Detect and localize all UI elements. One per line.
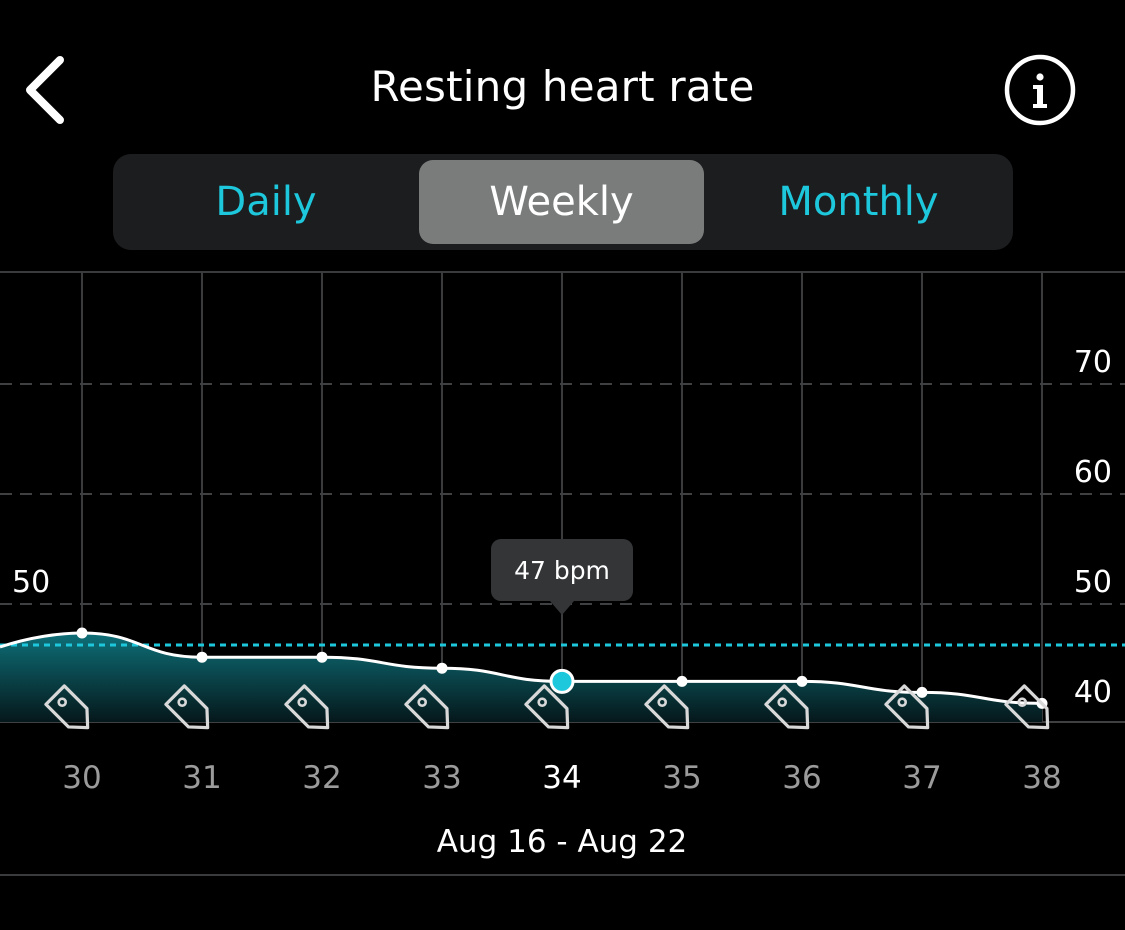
x-tick-label: 35 — [662, 760, 701, 796]
x-tick-label: 38 — [1022, 760, 1061, 796]
left-value-label: 50 — [12, 565, 50, 600]
data-point[interactable] — [316, 651, 328, 663]
tag-icon[interactable] — [284, 684, 337, 737]
tab-daily[interactable]: Daily — [215, 179, 317, 225]
series-line — [0, 631, 1043, 705]
tag-icon[interactable] — [764, 684, 817, 737]
period-segmented-control: Daily Weekly Monthly — [113, 154, 1013, 250]
tag-icon[interactable] — [164, 684, 217, 737]
tag-icon[interactable] — [44, 684, 97, 737]
data-point[interactable] — [676, 675, 688, 687]
tag-icon[interactable] — [1004, 684, 1057, 737]
x-tick-label: 37 — [902, 760, 941, 796]
back-button[interactable] — [20, 52, 80, 128]
tooltip: 47 bpm — [491, 539, 633, 615]
x-tick-label: 32 — [302, 760, 341, 796]
y-tick-label: 50 — [1074, 565, 1112, 600]
selected-data-point[interactable] — [549, 668, 575, 694]
info-button[interactable] — [1003, 53, 1077, 127]
x-tick-label: 31 — [182, 760, 221, 796]
tooltip-text: 47 bpm — [514, 556, 610, 585]
x-tick-label: 30 — [62, 760, 101, 796]
data-point[interactable] — [196, 651, 208, 663]
x-tick-label: 34 — [542, 760, 581, 796]
chevron-left-icon — [26, 56, 64, 124]
tag-icon[interactable] — [404, 684, 457, 737]
info-circle-icon — [1004, 54, 1076, 126]
tag-icon[interactable] — [644, 684, 697, 737]
x-tick-label: 33 — [422, 760, 461, 796]
data-point[interactable] — [796, 675, 808, 687]
tag-icon[interactable] — [884, 684, 937, 737]
data-point[interactable] — [436, 662, 448, 674]
page-title: Resting heart rate — [370, 62, 755, 111]
tab-monthly[interactable]: Monthly — [778, 179, 939, 225]
heart-rate-chart[interactable]: 30 31 32 33 34 35 36 37 38 40 50 60 70 50 47 bpm Aug … — [0, 260, 1125, 880]
header: Resting heart rate — [0, 0, 1125, 150]
data-point[interactable] — [76, 627, 88, 639]
data-point[interactable] — [916, 686, 928, 698]
y-tick-label: 60 — [1074, 455, 1112, 490]
y-tick-label: 40 — [1074, 675, 1112, 710]
x-tick-label: 36 — [782, 760, 821, 796]
period-label: Aug 16 - Aug 22 — [437, 824, 688, 860]
y-tick-label: 70 — [1074, 345, 1112, 380]
tag-icon[interactable] — [524, 684, 577, 737]
tab-weekly[interactable]: Weekly — [419, 160, 704, 244]
